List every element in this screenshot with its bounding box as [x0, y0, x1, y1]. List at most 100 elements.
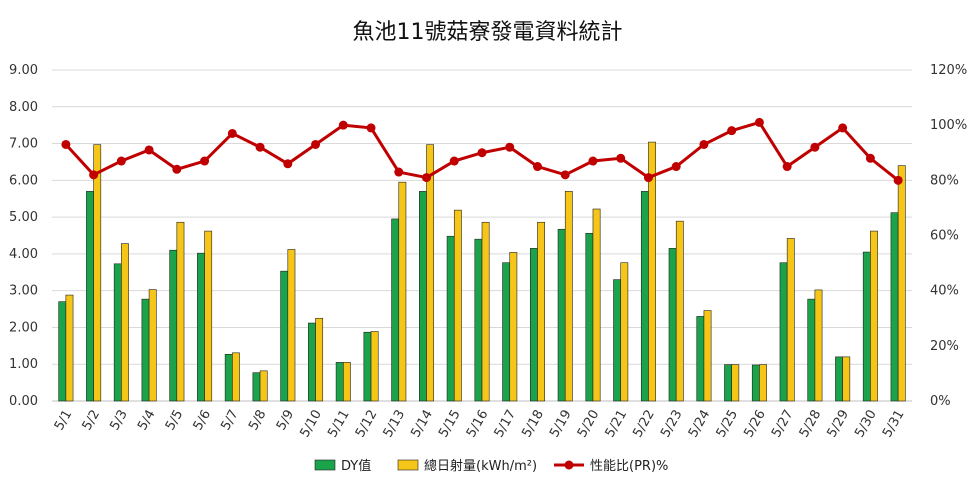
x-tick-label: 5/16 [464, 408, 492, 441]
line-pr-point [643, 173, 653, 183]
y-left-tick-label: 7.00 [9, 137, 38, 152]
bar-dy [779, 262, 788, 402]
line-pr-point [505, 142, 515, 152]
line-pr-point [172, 164, 182, 174]
bar-irradiance [592, 208, 601, 402]
x-tick-label: 5/19 [547, 408, 575, 441]
bar-irradiance [675, 220, 684, 402]
bar-irradiance [370, 331, 379, 402]
y-right-tick-label: 20% [930, 339, 959, 354]
bar-irradiance [814, 289, 823, 402]
bar-irradiance [259, 370, 268, 402]
legend-label-irradiance: 總日射量(kWh/m²) [424, 458, 537, 474]
bar-irradiance [703, 310, 712, 402]
bar-dy [640, 191, 649, 402]
y-left-tick-label: 3.00 [9, 284, 38, 299]
x-tick-label: 5/20 [575, 408, 603, 441]
x-tick-label: 5/22 [630, 408, 658, 441]
x-tick-label: 5/31 [880, 408, 908, 441]
line-pr-point [838, 123, 848, 133]
bar-irradiance [870, 230, 878, 402]
x-tick-label: 5/13 [381, 408, 409, 441]
x-tick-label: 5/8 [246, 408, 269, 434]
x-tick-label: 5/3 [107, 408, 130, 434]
x-tick-label: 5/24 [686, 408, 714, 441]
line-pr-point [671, 162, 681, 172]
bar-dy [890, 212, 899, 402]
x-tick-label: 5/30 [852, 408, 880, 441]
bar-dy [58, 301, 67, 402]
y-right-tick-label: 0% [930, 394, 951, 409]
y-left-tick-label: 5.00 [9, 210, 38, 225]
x-tick-label: 5/1 [52, 408, 75, 434]
bar-irradiance [315, 317, 324, 402]
y-left-tick-label: 8.00 [9, 100, 38, 115]
bar-dy [862, 251, 871, 402]
x-tick-label: 5/9 [274, 408, 297, 434]
line-pr-point [366, 123, 376, 133]
bar-dy [529, 248, 538, 402]
bar-irradiance [564, 191, 573, 402]
bar-irradiance [176, 221, 185, 402]
y-right-tick-label: 40% [930, 284, 959, 299]
x-tick-label: 5/14 [408, 408, 436, 441]
bar-dy [751, 364, 760, 402]
x-tick-label: 5/23 [658, 408, 686, 441]
line-pr-point [588, 156, 598, 166]
line-pr-point [616, 153, 626, 163]
bar-dy [724, 364, 732, 402]
line-pr-point [727, 126, 737, 136]
x-tick-label: 5/10 [297, 408, 325, 441]
line-pr-point [338, 120, 348, 130]
bar-irradiance [509, 252, 518, 402]
y-left-tick-label: 9.00 [9, 63, 38, 78]
bar-dy [252, 372, 261, 402]
y-left-tick-label: 1.00 [9, 357, 38, 372]
bar-dy [308, 322, 316, 402]
bar-irradiance [453, 209, 462, 402]
bar-dy [502, 262, 511, 402]
line-pr-point [449, 156, 459, 166]
x-tick-label: 5/2 [80, 408, 103, 434]
bar-irradiance [842, 356, 851, 402]
bar-dy [807, 298, 816, 402]
legend-label-pr: 性能比(PR)% [590, 459, 668, 474]
bar-dy [474, 238, 483, 402]
legend-swatch-irradiance [397, 459, 419, 471]
x-tick-label: 5/11 [325, 408, 353, 441]
line-pr-point [144, 145, 154, 155]
bar-irradiance [287, 249, 296, 402]
x-tick-label: 5/26 [741, 408, 769, 441]
line-pr-point [255, 142, 265, 152]
bar-irradiance [759, 364, 767, 402]
x-tick-label: 5/5 [163, 408, 186, 434]
bar-dy [224, 353, 233, 402]
legend-swatch-pr-marker [564, 460, 574, 470]
bar-irradiance [620, 262, 629, 402]
line-pr-point [560, 170, 570, 180]
bar-dy [363, 331, 372, 402]
x-tick-label: 5/18 [519, 408, 547, 441]
bar-dy [668, 248, 677, 402]
y-right-tick-label: 120% [930, 63, 967, 78]
chart-title: 魚池11號菇寮發電資料統計 [352, 20, 623, 45]
bar-dy [197, 252, 205, 402]
bar-irradiance [93, 144, 102, 402]
bar-irradiance [481, 221, 490, 402]
bar-irradiance [232, 352, 240, 402]
y-right-tick-label: 100% [930, 118, 967, 133]
line-pr-point [532, 162, 542, 172]
line-pr-point [810, 142, 820, 152]
y-left-tick-label: 4.00 [9, 247, 38, 262]
line-pr-point [283, 159, 293, 169]
bar-irradiance [648, 141, 656, 402]
line-pr-point [311, 139, 321, 149]
bar-irradiance [786, 238, 795, 402]
bar-irradiance [398, 181, 407, 402]
bar-dy [335, 362, 344, 402]
x-tick-label: 5/17 [492, 408, 520, 441]
bar-dy [557, 228, 566, 402]
bar-irradiance [342, 362, 351, 402]
bar-dy [113, 263, 122, 402]
